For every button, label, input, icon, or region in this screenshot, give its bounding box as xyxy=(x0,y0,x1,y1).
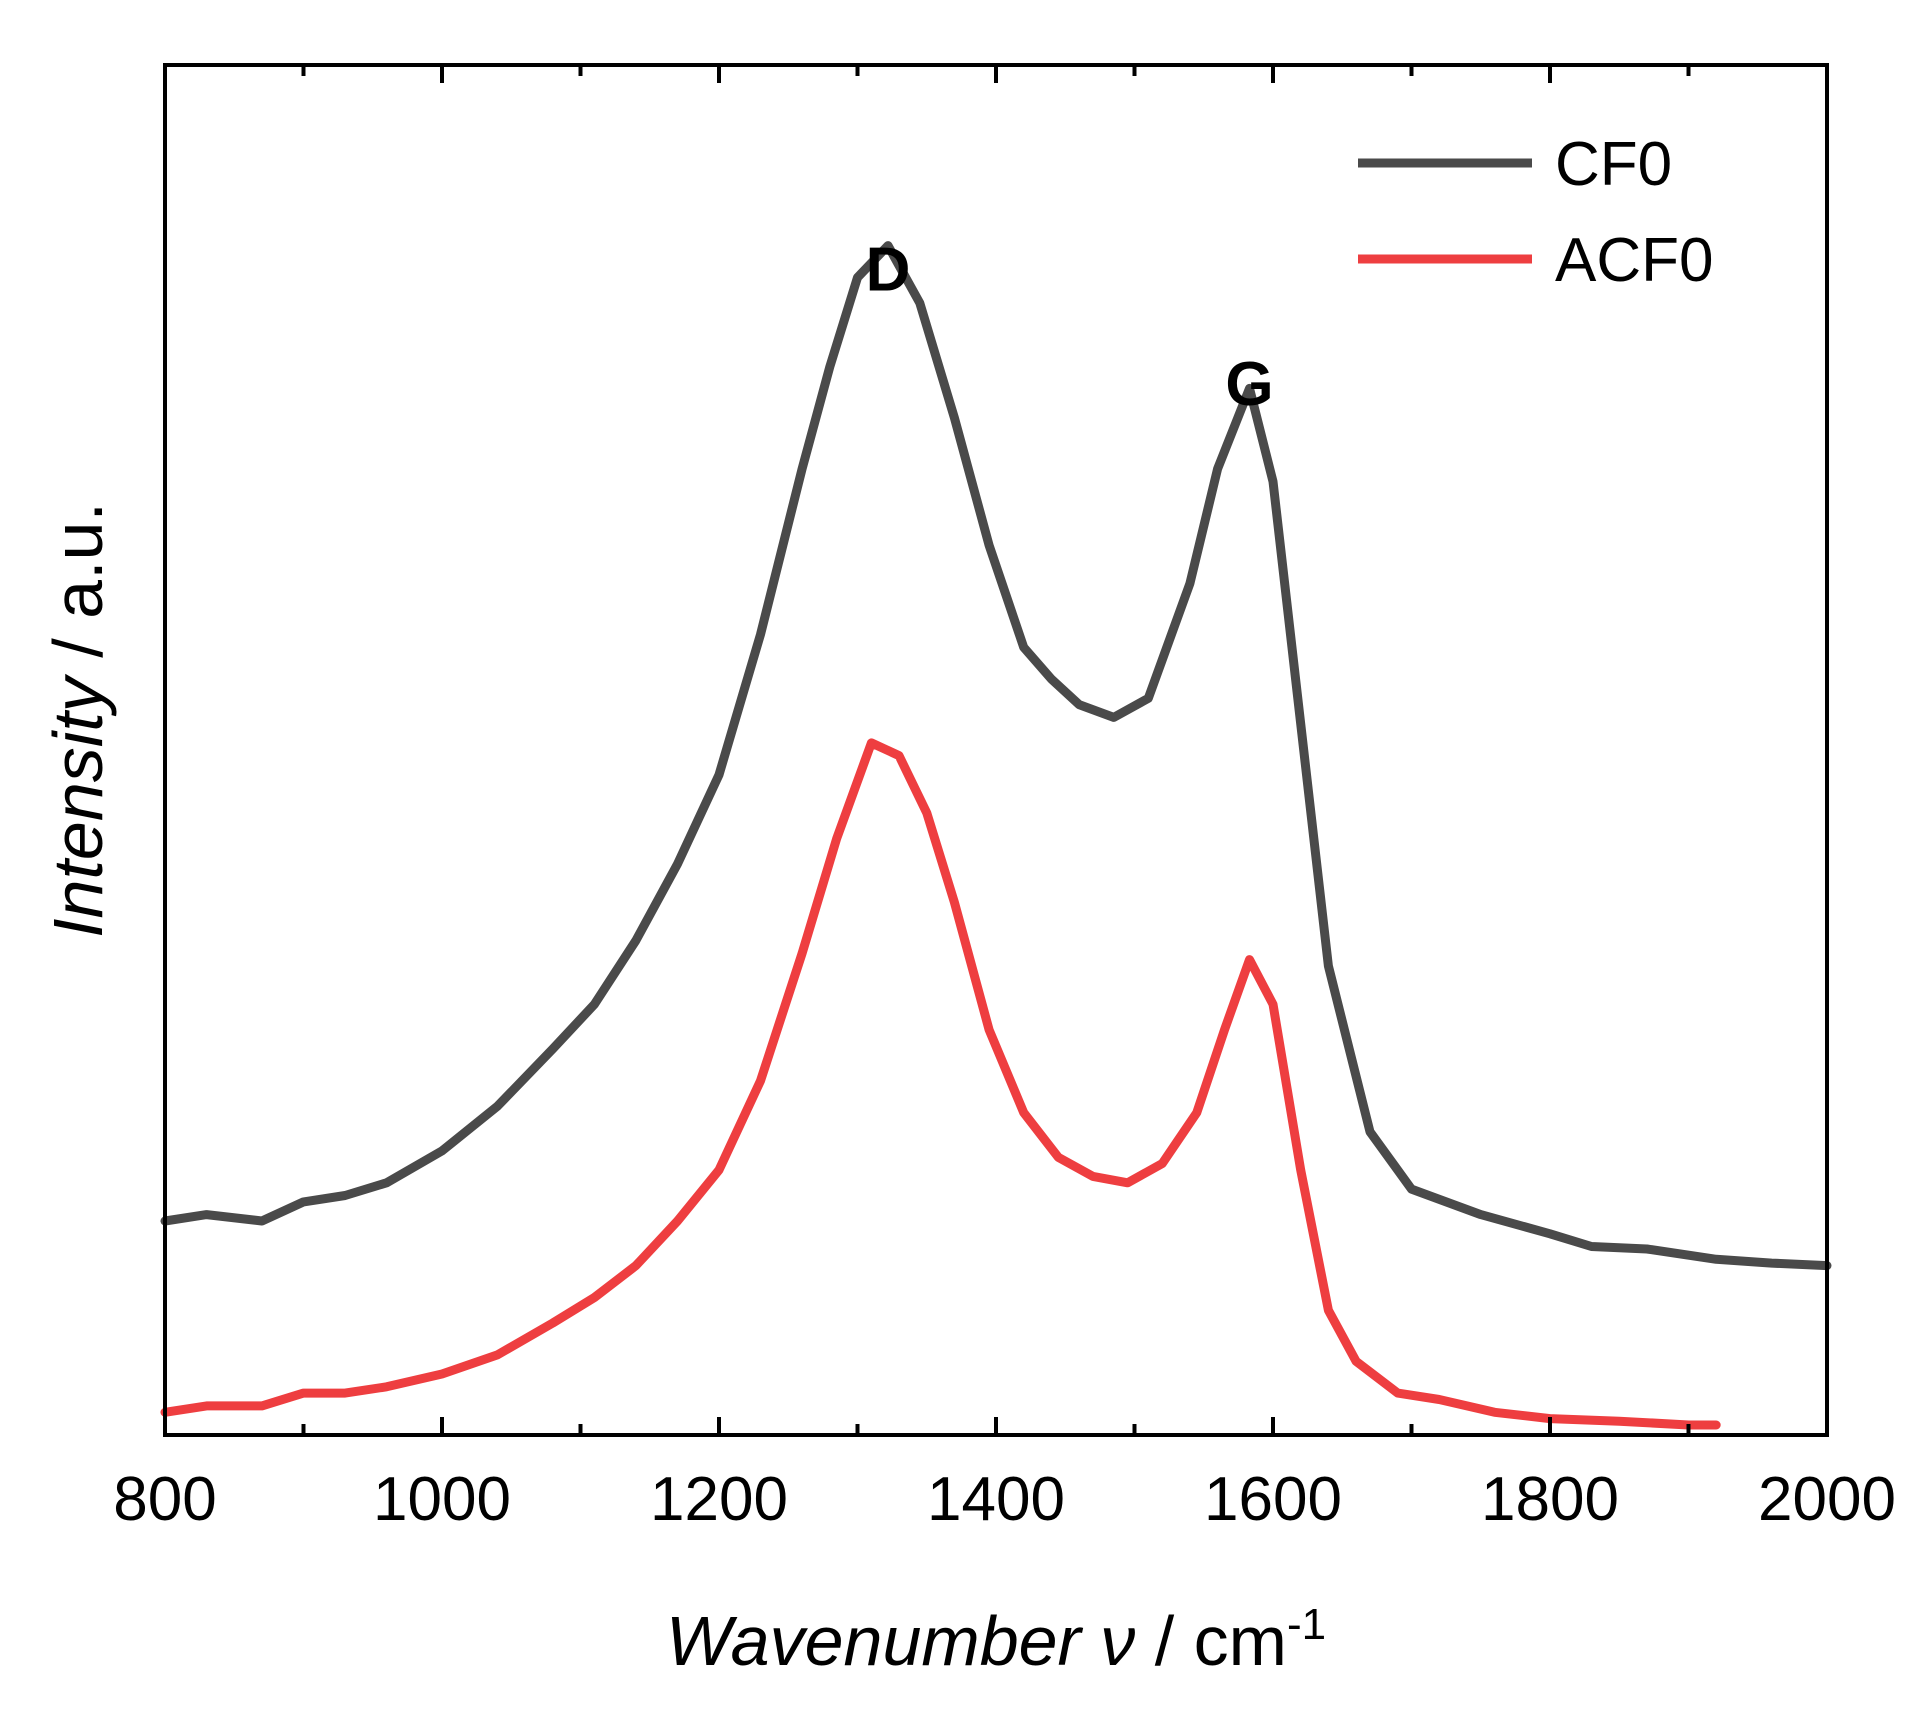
x-axis-ticks: 800 1000 1200 1400 1600 1800 2000 xyxy=(113,65,1896,1534)
x-axis-title-symbol: ν xyxy=(1100,1602,1135,1680)
x-tick-label-800: 800 xyxy=(113,1465,216,1534)
x-tick-label-1600: 1600 xyxy=(1204,1465,1342,1534)
series-line-acf0 xyxy=(160,738,1721,1430)
y-axis-title: Intensity / a.u. xyxy=(39,502,117,938)
x-tick-label-1400: 1400 xyxy=(927,1465,1065,1534)
series-line-cf0 xyxy=(160,241,1832,1271)
x-tick-label-2000: 2000 xyxy=(1758,1465,1896,1534)
series-layer xyxy=(160,241,1832,1430)
x-tick-label-1000: 1000 xyxy=(373,1465,511,1534)
peak-label-g: G xyxy=(1225,350,1273,419)
x-axis-title-unit: / cm xyxy=(1155,1602,1287,1680)
x-axis-title-exponent: -1 xyxy=(1287,1600,1326,1649)
legend: CF0 ACF0 xyxy=(1358,130,1713,295)
x-axis-title-main: Wavenumber xyxy=(666,1602,1084,1680)
peak-annotations: DG xyxy=(866,235,1274,419)
y-axis-title-main: Intensity xyxy=(39,673,117,938)
peak-label-d: D xyxy=(866,235,911,304)
x-tick-label-1800: 1800 xyxy=(1481,1465,1619,1534)
legend-label-acf0: ACF0 xyxy=(1555,226,1713,295)
y-axis-title-unit: / a.u. xyxy=(39,502,117,677)
legend-label-cf0: CF0 xyxy=(1555,130,1672,199)
x-tick-label-1200: 1200 xyxy=(650,1465,788,1534)
x-axis-title: Wavenumber ν / cm-1 xyxy=(666,1600,1326,1680)
